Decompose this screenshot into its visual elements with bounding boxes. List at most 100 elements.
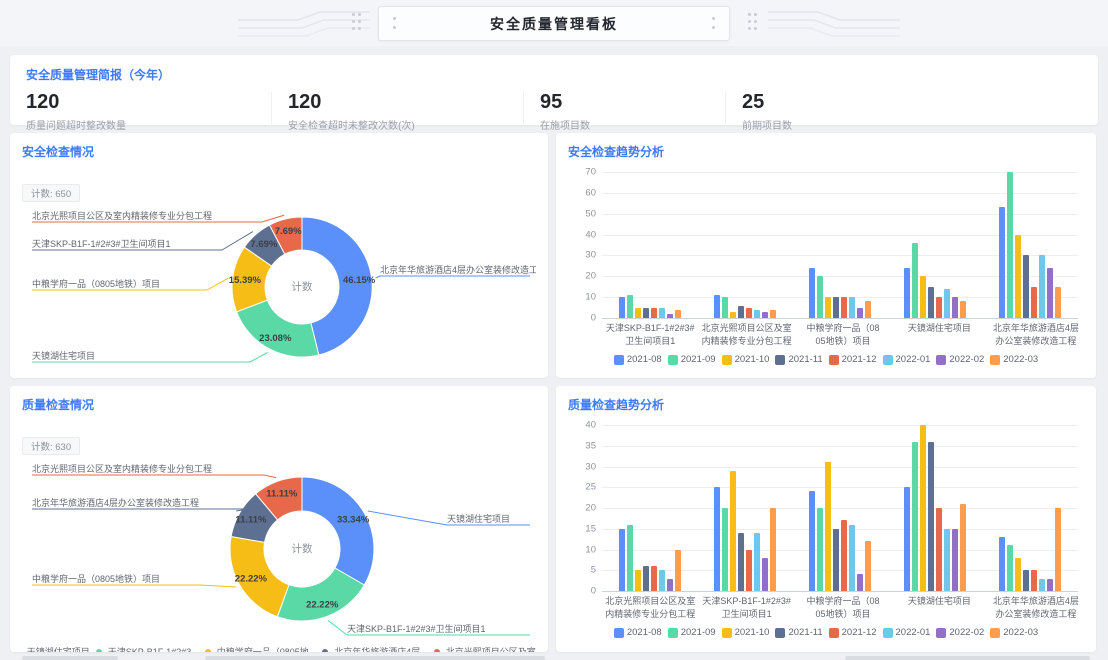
bar[interactable] [857,574,863,591]
bar[interactable] [849,297,855,318]
bar[interactable] [928,286,935,318]
bar[interactable] [952,297,959,318]
bar[interactable] [904,267,911,318]
bar[interactable] [1015,557,1022,591]
bar[interactable] [817,276,823,318]
bar[interactable] [944,288,951,318]
bar[interactable] [761,311,768,318]
bar[interactable] [634,307,641,318]
bar[interactable] [769,508,776,591]
legend-item[interactable]: 2021-12 [828,627,877,638]
bar[interactable] [825,297,831,318]
legend-item[interactable]: 2021-09 [667,627,716,638]
bar[interactable] [1047,267,1054,318]
bar[interactable] [753,532,760,591]
bar[interactable] [737,305,744,318]
bar[interactable] [960,301,967,318]
bar[interactable] [865,541,871,591]
bar[interactable] [1015,234,1022,318]
bar[interactable] [960,503,967,591]
bar[interactable] [674,549,681,591]
legend-item[interactable]: 2022-03 [990,627,1038,638]
bar[interactable] [825,462,831,591]
legend-item[interactable]: 2021-08 [613,627,662,638]
bar[interactable] [1055,508,1062,591]
bar[interactable] [1023,255,1030,318]
bar[interactable] [936,297,943,318]
bar[interactable] [634,570,641,591]
legend-item[interactable]: 北京光熙项目公区及室... [433,645,536,652]
bar[interactable] [833,528,839,591]
legend-item[interactable]: 2022-02 [936,354,984,365]
bar[interactable] [666,578,673,591]
legend-item[interactable]: 2022-01 [882,627,930,638]
bar[interactable] [618,297,625,318]
legend-item[interactable]: 2021-11 [775,627,823,638]
legend-item[interactable]: 北京年华旅游酒店4层... [322,645,428,652]
bar[interactable] [626,524,633,591]
bar[interactable] [1055,286,1062,318]
bar[interactable] [912,441,919,591]
legend-item[interactable]: 2022-02 [936,627,984,638]
bar[interactable] [713,487,720,591]
legend-item[interactable]: 天镜湖住宅项目 [126,377,201,378]
bar[interactable] [769,309,776,318]
legend-item[interactable]: 2021-12 [828,354,877,365]
legend-item[interactable]: 2022-03 [990,354,1038,365]
bar[interactable] [618,528,625,591]
bar[interactable] [857,307,863,318]
legend-item[interactable]: 天津SKP-B1F-1#2#3... [95,645,199,652]
bar[interactable] [833,297,839,318]
bar[interactable] [920,425,927,591]
bar[interactable] [658,570,665,591]
bar[interactable] [1023,570,1030,591]
bar[interactable] [809,491,815,591]
bar[interactable] [753,309,760,318]
bar[interactable] [721,297,728,318]
legend-item[interactable]: 天镜湖住宅项目 [22,645,90,652]
bar[interactable] [1031,570,1038,591]
bar[interactable] [729,311,736,318]
bar[interactable] [1047,578,1054,591]
bar[interactable] [626,295,633,318]
bar[interactable] [928,441,935,591]
legend-item[interactable]: 北京光熙项目公区及室... [434,377,536,378]
donut-slice[interactable] [235,299,320,358]
bar[interactable] [761,557,768,591]
donut-slice[interactable] [301,476,375,586]
bar[interactable] [1039,255,1046,318]
donut-slice[interactable] [301,216,373,356]
donut-slice[interactable] [254,476,303,521]
bar[interactable] [920,276,927,318]
legend-item[interactable]: 中粮学府一品（0805地... [204,645,316,652]
bar[interactable] [642,566,649,591]
bar[interactable] [745,307,752,318]
bar[interactable] [952,528,959,591]
legend-item[interactable]: 北京年华旅游酒店4层... [22,377,120,378]
legend-item[interactable]: 2021-10 [721,627,769,638]
bar[interactable] [658,307,665,318]
bar[interactable] [841,520,847,591]
bar[interactable] [713,295,720,318]
legend-item[interactable]: 2021-08 [613,354,662,365]
bar[interactable] [809,267,815,318]
bar[interactable] [642,307,649,318]
bar[interactable] [674,309,681,318]
bar[interactable] [999,537,1006,591]
bar[interactable] [817,508,823,591]
bar[interactable] [737,532,744,591]
bar[interactable] [745,549,752,591]
bar[interactable] [1007,172,1014,318]
bar[interactable] [666,313,673,318]
bar[interactable] [729,470,736,591]
legend-item[interactable]: 2021-11 [775,354,823,365]
donut-slice[interactable] [268,216,303,255]
bar[interactable] [944,528,951,591]
legend-item[interactable]: 2021-09 [667,354,716,365]
legend-item[interactable]: 2021-10 [721,354,769,365]
bar[interactable] [841,297,847,318]
legend-item[interactable]: 天津SKP-B1F-1#2#3... [325,377,428,378]
bar[interactable] [936,508,943,591]
bar[interactable] [1031,286,1038,318]
bar[interactable] [849,524,855,591]
